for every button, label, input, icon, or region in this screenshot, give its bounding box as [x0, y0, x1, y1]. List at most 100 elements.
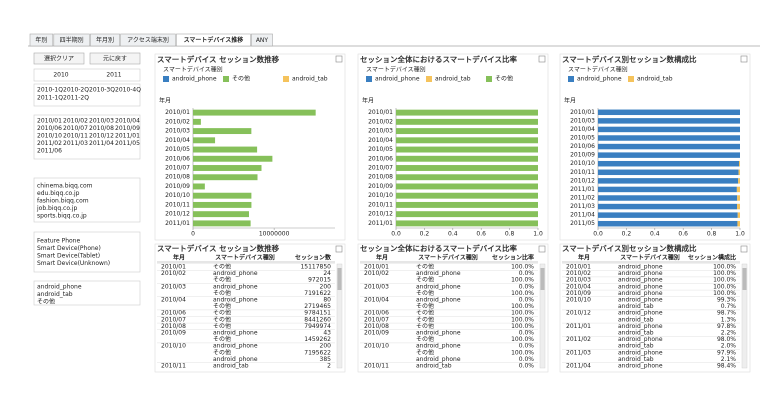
bar[interactable] [193, 220, 251, 227]
month-item[interactable]: 2010/04 [115, 118, 140, 125]
tab[interactable] [120, 33, 176, 47]
bar[interactable] [193, 155, 273, 162]
bar[interactable] [193, 118, 201, 125]
expand-icon[interactable] [538, 245, 546, 253]
scrollbar[interactable] [741, 263, 748, 369]
bar[interactable] [739, 160, 740, 167]
button[interactable] [33, 52, 85, 65]
os-item[interactable]: その他 [37, 298, 55, 306]
bar[interactable] [736, 186, 740, 193]
bar[interactable] [396, 201, 538, 208]
bar[interactable] [598, 109, 740, 116]
month-item[interactable]: 2010/11 [63, 133, 88, 140]
tab[interactable] [251, 33, 273, 47]
bar[interactable] [193, 211, 249, 218]
tab-label[interactable]: 四半期別 [60, 36, 84, 44]
tab-label[interactable]: 年月別 [96, 36, 114, 44]
month-item[interactable]: 2010/01 [37, 118, 62, 125]
bar[interactable] [598, 152, 740, 158]
month-item[interactable]: 2010/02 [63, 118, 88, 125]
quarter-item[interactable]: 2010-3Q [89, 87, 115, 94]
bar[interactable] [737, 203, 740, 210]
month-item[interactable]: 2010/12 [89, 133, 114, 140]
scroll-thumb[interactable] [742, 268, 747, 290]
button[interactable] [89, 52, 141, 65]
domain-item[interactable]: sports.biqq.co.jp [37, 213, 87, 220]
device-item[interactable]: Smart Device(Tablet) [37, 253, 100, 260]
bar[interactable] [598, 126, 740, 133]
bar[interactable] [193, 128, 252, 135]
bar[interactable] [598, 169, 739, 176]
bar[interactable] [598, 212, 738, 218]
month-item[interactable]: 2010/08 [89, 125, 114, 132]
button-label[interactable]: 選択クリア [44, 55, 74, 63]
expand-icon[interactable] [740, 245, 748, 253]
bar[interactable] [598, 195, 738, 201]
tab[interactable] [176, 33, 251, 47]
bar[interactable] [396, 109, 538, 116]
tab[interactable] [29, 33, 54, 47]
expand-icon[interactable] [335, 245, 343, 253]
bar[interactable] [598, 220, 738, 227]
month-item[interactable]: 2011/05 [115, 140, 140, 147]
quarter-item[interactable]: 2010-2Q [63, 87, 89, 94]
bar[interactable] [396, 220, 538, 227]
tab-label[interactable]: ANY [256, 37, 269, 44]
bar[interactable] [598, 178, 739, 184]
scrollbar[interactable] [336, 263, 343, 369]
domain-item[interactable]: chinema.biqq.com [37, 183, 93, 190]
bar[interactable] [193, 165, 262, 171]
expand-icon[interactable] [538, 55, 546, 63]
month-item[interactable]: 2010/10 [37, 133, 62, 140]
device-item[interactable]: Feature Phone [37, 238, 80, 245]
month-item[interactable]: 2010/06 [37, 125, 62, 132]
bar[interactable] [396, 137, 538, 144]
scroll-thumb[interactable] [337, 268, 342, 290]
bar[interactable] [396, 118, 538, 125]
year-item[interactable]: 2011 [106, 72, 121, 79]
bar[interactable] [396, 183, 538, 190]
bar[interactable] [396, 192, 538, 199]
quarter-item[interactable]: 2010-4Q [115, 87, 141, 94]
month-item[interactable]: 2010/09 [115, 125, 140, 132]
quarter-item[interactable]: 2010-1Q [37, 87, 63, 94]
bar[interactable] [598, 203, 738, 210]
tab-label[interactable]: スマートデバイス推移 [184, 36, 244, 44]
month-item[interactable]: 2010/07 [63, 125, 88, 132]
bar[interactable] [396, 174, 538, 181]
bar[interactable] [738, 169, 740, 176]
os-item[interactable]: android_tab [37, 291, 73, 298]
tab-label[interactable]: 年別 [35, 36, 47, 44]
bar[interactable] [598, 186, 737, 193]
bar[interactable] [598, 160, 740, 167]
bar[interactable] [396, 128, 538, 135]
month-item[interactable]: 2011/01 [115, 133, 140, 140]
month-item[interactable]: 2011/06 [37, 148, 62, 155]
bar[interactable] [738, 178, 740, 184]
tab[interactable] [53, 33, 90, 47]
bar[interactable] [193, 174, 258, 181]
os-item[interactable]: android_phone [37, 284, 82, 291]
bar[interactable] [193, 201, 252, 208]
domain-item[interactable]: edu.biqq.co.jp [37, 190, 80, 197]
tab-label[interactable]: アクセス端末別 [127, 36, 169, 44]
month-item[interactable]: 2011/03 [63, 140, 88, 147]
bar[interactable] [737, 195, 740, 201]
quarter-item[interactable]: 2011-1Q [37, 95, 63, 102]
bar[interactable] [193, 146, 258, 153]
bar[interactable] [737, 220, 740, 227]
bar[interactable] [396, 155, 538, 162]
bar[interactable] [598, 143, 740, 150]
expand-icon[interactable] [335, 55, 343, 63]
bar[interactable] [193, 109, 316, 116]
bar[interactable] [598, 135, 740, 141]
quarter-item[interactable]: 2011-2Q [63, 95, 89, 102]
bar[interactable] [396, 146, 538, 153]
domain-item[interactable]: job.biqq.co.jp [36, 205, 77, 212]
button-label[interactable]: 元に戻す [103, 55, 127, 63]
tab[interactable] [90, 33, 120, 47]
scrollbar[interactable] [539, 263, 546, 369]
bar[interactable] [193, 183, 205, 190]
domain-item[interactable]: fashion.biqq.com [37, 198, 89, 205]
scroll-thumb[interactable] [540, 268, 545, 290]
